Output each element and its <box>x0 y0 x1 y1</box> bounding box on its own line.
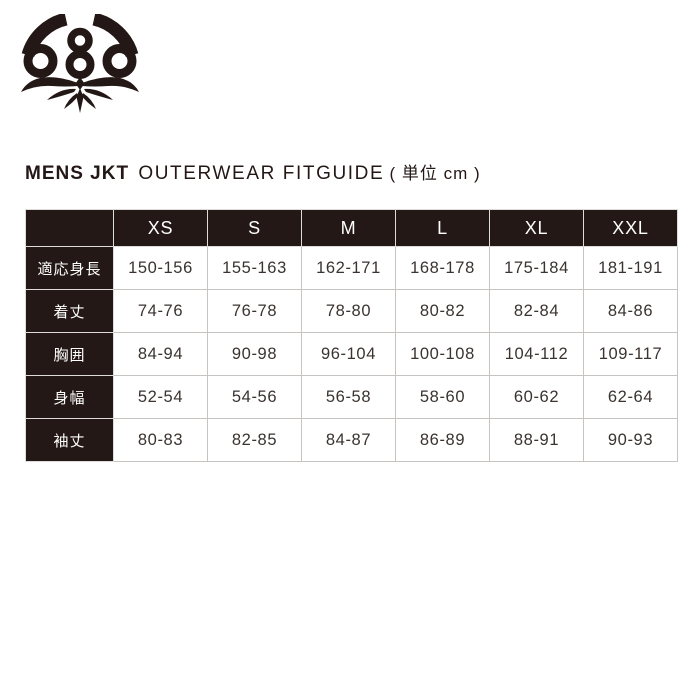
cell-height-xs: 150-156 <box>113 246 208 290</box>
cell-sleeve-xl: 88-91 <box>489 418 584 462</box>
brand-logo-686 <box>20 12 140 118</box>
page-title: MENS JKT OUTERWEAR FITGUIDE ( 単位 cm ) <box>25 161 481 187</box>
cell-chest-s: 90-98 <box>207 332 302 376</box>
title-unit: ( 単位 cm ) <box>389 164 481 183</box>
size-chart-table: XS S M L XL XXL 適応身長 150-156 155-163 162… <box>25 209 678 462</box>
cell-length-xxl: 84-86 <box>583 289 678 333</box>
cell-sleeve-l: 86-89 <box>395 418 490 462</box>
table-row-height: 適応身長 150-156 155-163 162-171 168-178 175… <box>25 246 678 290</box>
cell-width-xxl: 62-64 <box>583 375 678 419</box>
cell-sleeve-m: 84-87 <box>301 418 396 462</box>
cell-width-xl: 60-62 <box>489 375 584 419</box>
686-logo-icon <box>21 12 139 113</box>
cell-length-xl: 82-84 <box>489 289 584 333</box>
col-header-l: L <box>395 209 490 247</box>
title-name: OUTERWEAR FITGUIDE <box>138 163 385 184</box>
cell-chest-xs: 84-94 <box>113 332 208 376</box>
corner-cell <box>25 209 114 247</box>
row-label-height: 適応身長 <box>25 246 114 290</box>
row-label-chest: 胸囲 <box>25 332 114 376</box>
table-row-sleeve: 袖丈 80-83 82-85 84-87 86-89 88-91 90-93 <box>25 418 678 462</box>
cell-height-l: 168-178 <box>395 246 490 290</box>
cell-length-l: 80-82 <box>395 289 490 333</box>
cell-chest-m: 96-104 <box>301 332 396 376</box>
row-label-length: 着丈 <box>25 289 114 333</box>
cell-chest-xl: 104-112 <box>489 332 584 376</box>
col-header-m: M <box>301 209 396 247</box>
row-label-width: 身幅 <box>25 375 114 419</box>
col-header-s: S <box>207 209 302 247</box>
cell-chest-xxl: 109-117 <box>583 332 678 376</box>
cell-length-xs: 74-76 <box>113 289 208 333</box>
table-row-width: 身幅 52-54 54-56 56-58 58-60 60-62 62-64 <box>25 375 678 419</box>
cell-width-s: 54-56 <box>207 375 302 419</box>
cell-sleeve-xs: 80-83 <box>113 418 208 462</box>
size-header-row: XS S M L XL XXL <box>25 209 678 247</box>
table-row-chest: 胸囲 84-94 90-98 96-104 100-108 104-112 10… <box>25 332 678 376</box>
title-category: MENS JKT <box>25 163 130 184</box>
cell-height-m: 162-171 <box>301 246 396 290</box>
cell-chest-l: 100-108 <box>395 332 490 376</box>
col-header-xxl: XXL <box>583 209 678 247</box>
cell-height-xl: 175-184 <box>489 246 584 290</box>
row-label-sleeve: 袖丈 <box>25 418 114 462</box>
cell-height-s: 155-163 <box>207 246 302 290</box>
cell-height-xxl: 181-191 <box>583 246 678 290</box>
cell-sleeve-xxl: 90-93 <box>583 418 678 462</box>
table-row-length: 着丈 74-76 76-78 78-80 80-82 82-84 84-86 <box>25 289 678 333</box>
col-header-xs: XS <box>113 209 208 247</box>
cell-width-xs: 52-54 <box>113 375 208 419</box>
cell-width-m: 56-58 <box>301 375 396 419</box>
col-header-xl: XL <box>489 209 584 247</box>
cell-sleeve-s: 82-85 <box>207 418 302 462</box>
cell-length-m: 78-80 <box>301 289 396 333</box>
cell-width-l: 58-60 <box>395 375 490 419</box>
cell-length-s: 76-78 <box>207 289 302 333</box>
